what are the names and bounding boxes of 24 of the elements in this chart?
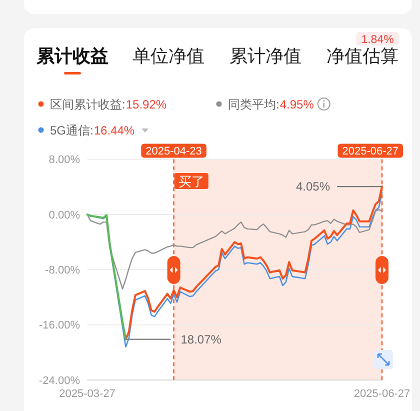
line-series bbox=[86, 213, 127, 340]
y-tick-label: 8.00% bbox=[48, 154, 80, 166]
text: 1.84% bbox=[361, 34, 394, 46]
legend-label: 同类平均: bbox=[228, 97, 280, 112]
y-tick-label: 0.00% bbox=[48, 209, 80, 222]
annotation: 4.05% bbox=[296, 180, 330, 194]
text: 15.92% bbox=[126, 97, 167, 112]
text: 单位净值 bbox=[132, 46, 204, 66]
text: 累计收益 bbox=[36, 46, 108, 66]
line-series bbox=[86, 209, 383, 290]
text: 净值估算 bbox=[326, 46, 398, 66]
text: 16.44% bbox=[94, 123, 135, 138]
text: 4.95% bbox=[280, 97, 314, 112]
ref-line-label: 2025-04-23 bbox=[146, 146, 202, 158]
y-tick-label: -24.00% bbox=[39, 374, 80, 387]
legend-label: 5G通信: bbox=[50, 123, 94, 138]
text: 累计净值 bbox=[230, 46, 302, 66]
annotation: 18.07% bbox=[180, 332, 222, 347]
x-tick-label: 2025-03-27 bbox=[59, 388, 116, 400]
ref-line-label: 2025-06-27 bbox=[342, 146, 398, 158]
y-tick-label: -8.00% bbox=[45, 264, 80, 276]
annotation: 买了 bbox=[178, 174, 204, 189]
legend-label: 区间累计收益: bbox=[50, 97, 126, 112]
y-tick-label: -16.00% bbox=[39, 320, 80, 332]
